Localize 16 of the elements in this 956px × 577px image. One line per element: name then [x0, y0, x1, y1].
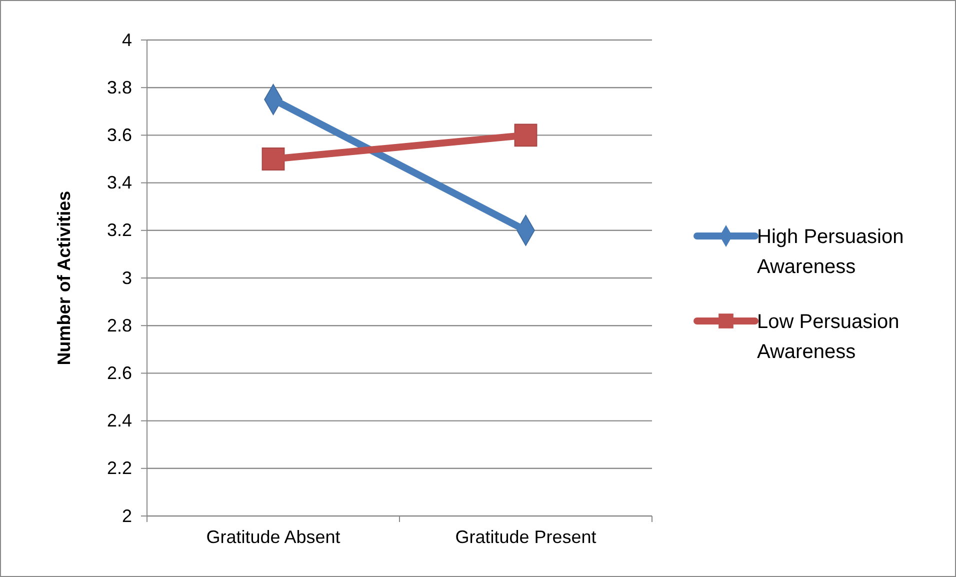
y-tick-label: 2.2: [106, 458, 132, 478]
y-tick-label: 2.6: [106, 362, 132, 383]
y-tick-label: 3.8: [106, 77, 132, 98]
x-tick-label: Gratitude Absent: [206, 527, 340, 547]
y-axis-title: Number of Activities: [54, 190, 74, 366]
y-tick-label: 3: [122, 268, 132, 288]
legend-label: Low Persuasion Awareness: [757, 311, 900, 363]
y-tick-label: 3.2: [106, 220, 132, 240]
y-tick-label: 2.8: [106, 315, 132, 336]
y-tick-label: 3.6: [106, 124, 132, 145]
y-tick-label: 3.4: [106, 172, 132, 193]
x-tick-label: Gratitude Present: [455, 527, 596, 547]
legend-label: High Persuasion Awareness: [757, 226, 904, 278]
y-tick-label: 2.4: [106, 410, 132, 431]
y-tick-label: 2: [122, 506, 132, 526]
y-tick-label: 4: [122, 30, 132, 50]
